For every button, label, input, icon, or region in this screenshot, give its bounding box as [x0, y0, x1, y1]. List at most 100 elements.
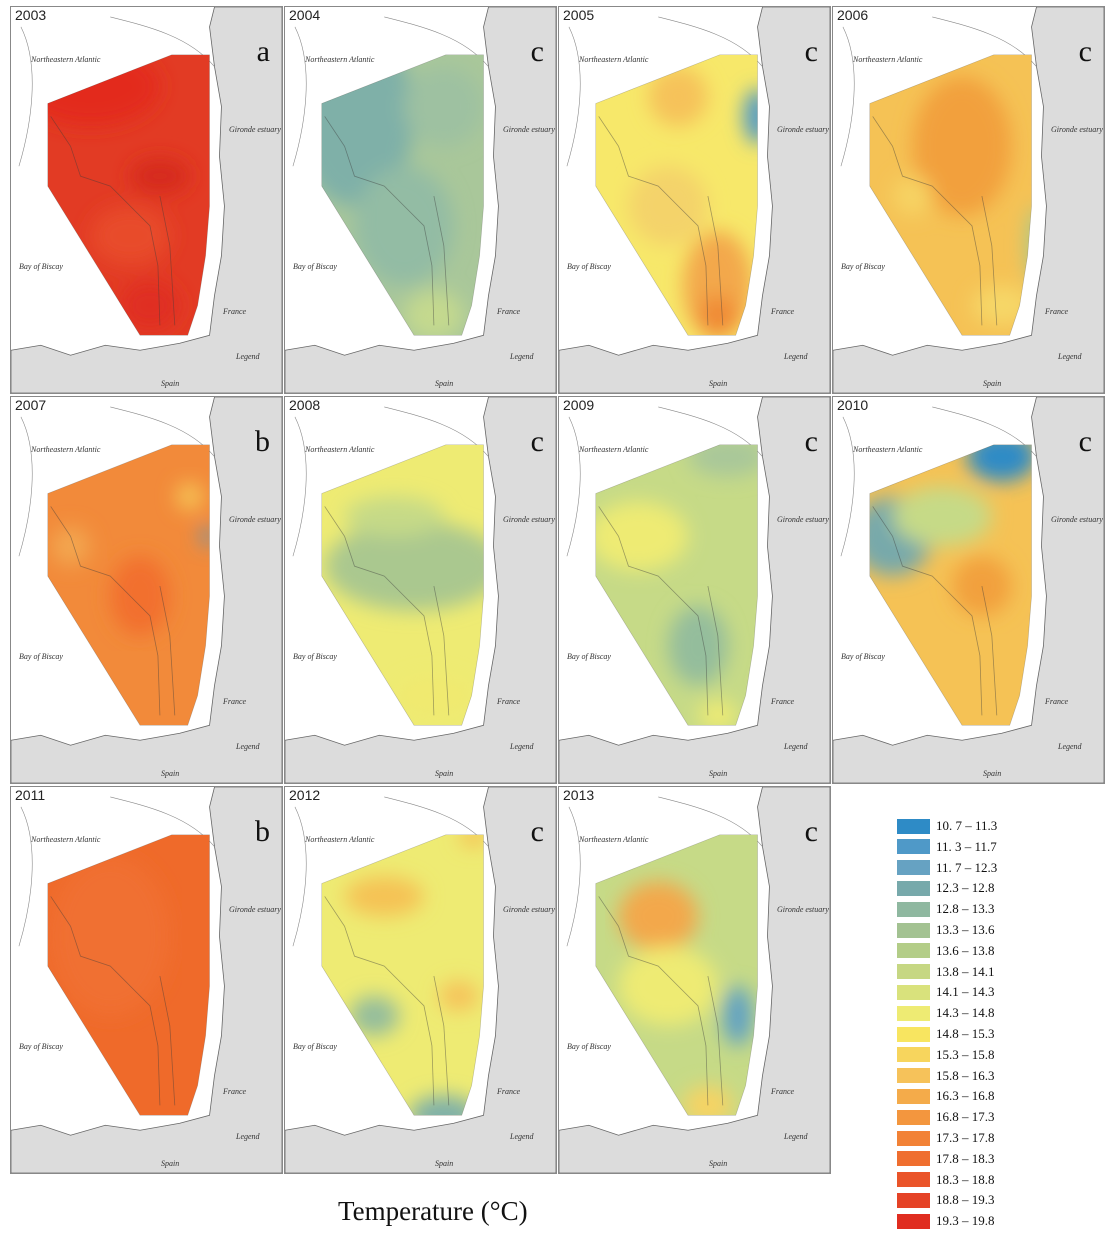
ocean-region-label: Northeastern Atlantic [31, 55, 101, 64]
estuary-label: Gironde estuary [503, 515, 555, 524]
legend-item: 11. 7 – 12.3 [897, 860, 997, 876]
ocean-label: Bay of Biscay [19, 262, 63, 271]
legend-label: 14.1 – 14.3 [936, 984, 995, 1000]
panel-group-letter: b [255, 425, 270, 458]
legend-label: 13.6 – 13.8 [936, 942, 995, 958]
ocean-region-label: Northeastern Atlantic [579, 835, 649, 844]
legend-swatch [897, 1068, 930, 1084]
ocean-region-label: Northeastern Atlantic [305, 835, 375, 844]
legend-item: 14.3 – 14.8 [897, 1005, 995, 1021]
depth-contour [50, 116, 176, 326]
map-grid: 2003 a Bay of Biscay France Spain Northeaster… [10, 6, 1105, 1174]
land [833, 397, 1104, 783]
map-legend-label: Legend [1058, 352, 1082, 361]
map-legend-label: Legend [236, 1132, 260, 1141]
legend-swatch [897, 943, 930, 959]
estuary-label: Gironde estuary [777, 905, 829, 914]
legend-label: 14.8 – 15.3 [936, 1026, 995, 1041]
temperature-zone [404, 66, 484, 147]
depth-contour [50, 896, 176, 1106]
legend-item: 15.8 – 16.3 [897, 1068, 995, 1084]
legend-swatch [897, 1005, 930, 1021]
legend-swatch [897, 860, 930, 876]
temperature-zone [354, 166, 454, 286]
temperature-zone [697, 700, 738, 726]
temperature-zone [175, 482, 204, 511]
panel-group-letter: c [804, 815, 818, 848]
map-legend-label: Legend [236, 742, 260, 751]
map-legend-label: Legend [784, 742, 808, 751]
map-legend-label: Legend [1058, 742, 1082, 751]
temperature-zone [595, 501, 689, 572]
estuary-label: Gironde estuary [229, 515, 281, 524]
legend-item: 14.8 – 15.3 [897, 1026, 995, 1042]
ocean-region-label: Northeastern Atlantic [579, 55, 649, 64]
panel-year: 2005 [561, 7, 597, 23]
legend-item: 12.8 – 13.3 [897, 901, 995, 917]
legend-item: 13.6 – 13.8 [897, 943, 995, 959]
panel-year: 2013 [561, 787, 597, 803]
map-panel-2008: 2008 c Bay of Biscay France Spain Northeaster… [284, 396, 557, 784]
land [833, 7, 1104, 393]
legend-label: 17.8 – 18.3 [936, 1150, 995, 1166]
temperature-zone [349, 995, 400, 1036]
legend-swatch [897, 1192, 930, 1208]
legend-item: 13.8 – 14.1 [897, 964, 995, 980]
legend-item: 16.8 – 17.3 [897, 1109, 995, 1125]
map-panel-2009: 2009 c Bay of Biscay France Spain Northeaster… [558, 396, 831, 784]
panel-group-letter: c [530, 35, 544, 68]
temperature-zone [668, 605, 728, 686]
map-panel-2007: 2007 b Bay of Biscay France Spain Northeaster… [10, 396, 283, 784]
temperature-zone [438, 980, 479, 1011]
estuary-label: Gironde estuary [503, 905, 555, 914]
ocean-label: Bay of Biscay [567, 1042, 611, 1051]
spain-label: Spain [161, 1159, 180, 1168]
legend-label: 13.8 – 14.1 [936, 963, 995, 979]
land [11, 787, 282, 1173]
ocean-region-label: Northeastern Atlantic [305, 445, 375, 454]
legend-label: 15.3 – 15.8 [936, 1046, 995, 1062]
legend-label: 16.8 – 17.3 [936, 1109, 995, 1125]
legend-swatch [897, 1088, 930, 1104]
temperature-zone [743, 88, 758, 145]
temperature-zone [628, 166, 708, 246]
temperature-zone [618, 881, 698, 952]
temperature-zone [648, 66, 708, 127]
legend-item: 10. 7 – 11.3 [897, 818, 997, 834]
ocean-region-label: Northeastern Atlantic [31, 835, 101, 844]
temperature-zone [50, 526, 91, 567]
map-panel-2010: 2010 c Bay of Biscay France Spain Northeaster… [832, 396, 1105, 784]
temperature-zone [130, 158, 190, 195]
ocean-region-label: Northeastern Atlantic [853, 55, 923, 64]
legend-label: 11. 3 – 11.7 [936, 838, 997, 854]
legend-item: 15.3 – 15.8 [897, 1047, 995, 1063]
panel-year: 2007 [13, 397, 49, 413]
legend-label: 19.3 – 19.8 [936, 1213, 995, 1229]
map-legend-label: Legend [784, 352, 808, 361]
legend-item: 11. 3 – 11.7 [897, 839, 997, 855]
legend-label: 13.3 – 13.6 [936, 922, 995, 937]
estuary-label: Gironde estuary [229, 125, 281, 134]
legend-label: 15.8 – 16.3 [936, 1067, 995, 1083]
map-2010 [833, 397, 1104, 783]
legend-item: 12.3 – 12.8 [897, 880, 995, 896]
legend-swatch [897, 922, 930, 938]
temperature-zone [344, 496, 444, 537]
depth-contour [598, 896, 724, 1106]
legend-swatch [897, 818, 930, 834]
estuary-label: Gironde estuary [1051, 515, 1103, 524]
legend-label: 14.3 – 14.8 [936, 1005, 995, 1021]
panel-group-letter: c [530, 815, 544, 848]
depth-contour [324, 506, 450, 716]
legend-item: 16.3 – 16.8 [897, 1088, 995, 1104]
panel-group-letter: c [1078, 35, 1092, 68]
temperature-field-2005 [595, 54, 758, 336]
map-2003 [11, 7, 282, 393]
estuary-label: Gironde estuary [1051, 125, 1103, 134]
depth-contour [872, 116, 998, 326]
map-panel-2006: 2006 c Bay of Biscay France Spain Northeaster… [832, 6, 1105, 394]
depth-contour [324, 896, 450, 1106]
panel-year: 2011 [13, 787, 48, 803]
ocean-label: Bay of Biscay [293, 262, 337, 271]
legend-swatch [897, 1026, 930, 1042]
